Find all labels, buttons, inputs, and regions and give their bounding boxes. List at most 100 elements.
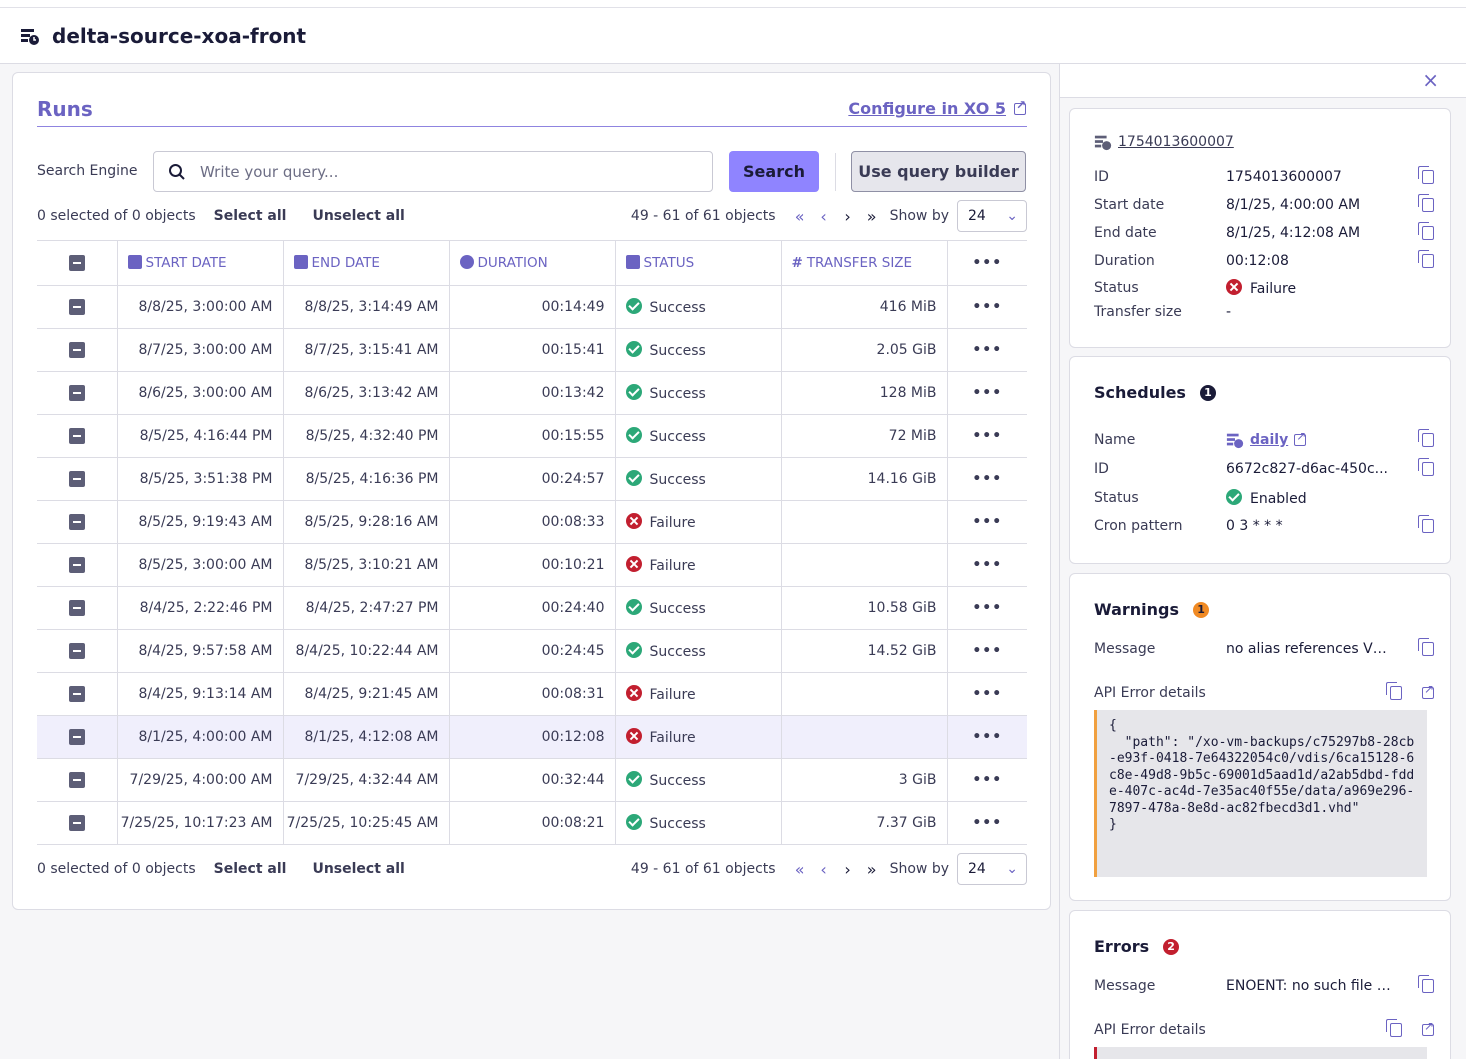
header-select-cell[interactable] xyxy=(37,240,118,286)
row-checkbox[interactable] xyxy=(68,471,85,487)
row-select-cell[interactable] xyxy=(37,285,118,329)
last-page-icon[interactable]: » xyxy=(866,206,877,226)
row-select-cell[interactable] xyxy=(37,629,118,673)
row-checkbox[interactable] xyxy=(68,299,85,315)
row-actions-cell[interactable]: ••• xyxy=(947,457,1027,501)
column-header-start-date[interactable]: START DATE xyxy=(117,240,284,286)
column-header-actions[interactable]: ••• xyxy=(947,240,1027,286)
row-actions-cell[interactable]: ••• xyxy=(947,586,1027,630)
table-row[interactable]: 8/5/25, 3:00:00 AM 8/5/25, 3:10:21 AM 00:1… xyxy=(37,543,1027,587)
row-checkbox[interactable] xyxy=(68,643,85,659)
row-actions-cell[interactable]: ••• xyxy=(947,801,1027,845)
row-select-cell[interactable] xyxy=(37,672,118,716)
previous-page-icon[interactable]: ‹ xyxy=(820,859,827,879)
row-checkbox[interactable] xyxy=(68,385,85,401)
copy-icon[interactable] xyxy=(1418,429,1434,447)
select-all-button[interactable]: Select all xyxy=(213,208,287,224)
search-button[interactable]: Search xyxy=(729,151,819,192)
first-page-icon[interactable]: « xyxy=(794,206,805,226)
more-icon[interactable]: ••• xyxy=(972,385,1003,401)
close-icon[interactable]: × xyxy=(1422,68,1439,92)
more-icon[interactable]: ••• xyxy=(972,729,1003,745)
row-actions-cell[interactable]: ••• xyxy=(947,285,1027,329)
query-builder-button[interactable]: Use query builder xyxy=(851,151,1026,192)
column-header-status[interactable]: STATUS xyxy=(615,240,782,286)
row-select-cell[interactable] xyxy=(37,586,118,630)
table-row[interactable]: 8/5/25, 3:51:38 PM 8/5/25, 4:16:36 PM 00:2… xyxy=(37,457,1027,501)
copy-icon[interactable] xyxy=(1386,1019,1402,1037)
row-checkbox[interactable] xyxy=(68,600,85,616)
copy-icon[interactable] xyxy=(1418,250,1434,268)
external-link-icon[interactable] xyxy=(1422,1019,1434,1036)
column-header-end-date[interactable]: END DATE xyxy=(283,240,450,286)
more-icon[interactable]: ••• xyxy=(972,342,1003,358)
row-checkbox[interactable] xyxy=(68,514,85,530)
copy-icon[interactable] xyxy=(1418,166,1434,184)
copy-icon[interactable] xyxy=(1386,682,1402,700)
row-select-cell[interactable] xyxy=(37,457,118,501)
table-row[interactable]: 8/5/25, 4:16:44 PM 8/5/25, 4:32:40 PM 00:1… xyxy=(37,414,1027,458)
row-checkbox[interactable] xyxy=(68,342,85,358)
search-input[interactable] xyxy=(200,162,680,181)
first-page-icon[interactable]: « xyxy=(794,859,805,879)
more-icon[interactable]: ••• xyxy=(972,428,1003,444)
row-select-cell[interactable] xyxy=(37,328,118,372)
last-page-icon[interactable]: » xyxy=(866,859,877,879)
more-icon[interactable]: ••• xyxy=(972,471,1003,487)
configure-xo5-link[interactable]: Configure in XO 5 xyxy=(848,98,1026,119)
more-icon[interactable]: ••• xyxy=(972,600,1003,616)
external-link-icon[interactable] xyxy=(1422,682,1434,699)
row-checkbox[interactable] xyxy=(68,815,85,831)
table-row[interactable]: 8/5/25, 9:19:43 AM 8/5/25, 9:28:16 AM 00:0… xyxy=(37,500,1027,544)
more-icon[interactable]: ••• xyxy=(972,643,1003,659)
table-row[interactable]: 8/8/25, 3:00:00 AM 8/8/25, 3:14:49 AM 00:1… xyxy=(37,285,1027,329)
row-select-cell[interactable] xyxy=(37,371,118,415)
schedule-name-link[interactable]: daily xyxy=(1250,432,1289,448)
row-actions-cell[interactable]: ••• xyxy=(947,543,1027,587)
row-select-cell[interactable] xyxy=(37,758,118,802)
copy-icon[interactable] xyxy=(1418,458,1434,476)
row-actions-cell[interactable]: ••• xyxy=(947,672,1027,716)
more-icon[interactable]: ••• xyxy=(972,299,1003,315)
more-icon[interactable]: ••• xyxy=(972,514,1003,530)
row-checkbox[interactable] xyxy=(68,428,85,444)
copy-icon[interactable] xyxy=(1418,222,1434,240)
run-id-link[interactable]: 1754013600007 xyxy=(1118,134,1234,150)
copy-icon[interactable] xyxy=(1418,515,1434,533)
more-icon[interactable]: ••• xyxy=(972,557,1003,573)
show-by-select[interactable]: 24 ⌄ xyxy=(957,853,1027,885)
more-icon[interactable]: ••• xyxy=(972,255,1003,271)
row-select-cell[interactable] xyxy=(37,801,118,845)
table-row[interactable]: 8/4/25, 2:22:46 PM 8/4/25, 2:47:27 PM 00:2… xyxy=(37,586,1027,630)
row-checkbox[interactable] xyxy=(68,557,85,573)
row-select-cell[interactable] xyxy=(37,543,118,587)
row-select-cell[interactable] xyxy=(37,715,118,759)
select-all-checkbox[interactable] xyxy=(68,255,85,271)
external-link-icon[interactable] xyxy=(1294,429,1306,446)
show-by-select[interactable]: 24 ⌄ xyxy=(957,200,1027,232)
table-row[interactable]: 8/4/25, 9:57:58 AM 8/4/25, 10:22:44 AM 00:… xyxy=(37,629,1027,673)
row-actions-cell[interactable]: ••• xyxy=(947,500,1027,544)
table-row[interactable]: 8/1/25, 4:00:00 AM 8/1/25, 4:12:08 AM 00:1… xyxy=(37,715,1027,759)
row-checkbox[interactable] xyxy=(68,772,85,788)
table-row[interactable]: 8/7/25, 3:00:00 AM 8/7/25, 3:15:41 AM 00:1… xyxy=(37,328,1027,372)
table-row[interactable]: 8/6/25, 3:00:00 AM 8/6/25, 3:13:42 AM 00:1… xyxy=(37,371,1027,415)
copy-icon[interactable] xyxy=(1418,638,1434,656)
more-icon[interactable]: ••• xyxy=(972,686,1003,702)
row-actions-cell[interactable]: ••• xyxy=(947,758,1027,802)
row-select-cell[interactable] xyxy=(37,414,118,458)
select-all-button[interactable]: Select all xyxy=(213,861,287,877)
more-icon[interactable]: ••• xyxy=(972,772,1003,788)
table-row[interactable]: 8/4/25, 9:13:14 AM 8/4/25, 9:21:45 AM 00:0… xyxy=(37,672,1027,716)
column-header-transfer-size[interactable]: # TRANSFER SIZE xyxy=(781,240,948,286)
row-actions-cell[interactable]: ••• xyxy=(947,328,1027,372)
unselect-all-button[interactable]: Unselect all xyxy=(312,208,405,224)
table-row[interactable]: 7/29/25, 4:00:00 AM 7/29/25, 4:32:44 AM 00… xyxy=(37,758,1027,802)
copy-icon[interactable] xyxy=(1418,194,1434,212)
previous-page-icon[interactable]: ‹ xyxy=(820,206,827,226)
row-actions-cell[interactable]: ••• xyxy=(947,414,1027,458)
more-icon[interactable]: ••• xyxy=(972,815,1003,831)
row-actions-cell[interactable]: ••• xyxy=(947,629,1027,673)
row-actions-cell[interactable]: ••• xyxy=(947,715,1027,759)
row-select-cell[interactable] xyxy=(37,500,118,544)
